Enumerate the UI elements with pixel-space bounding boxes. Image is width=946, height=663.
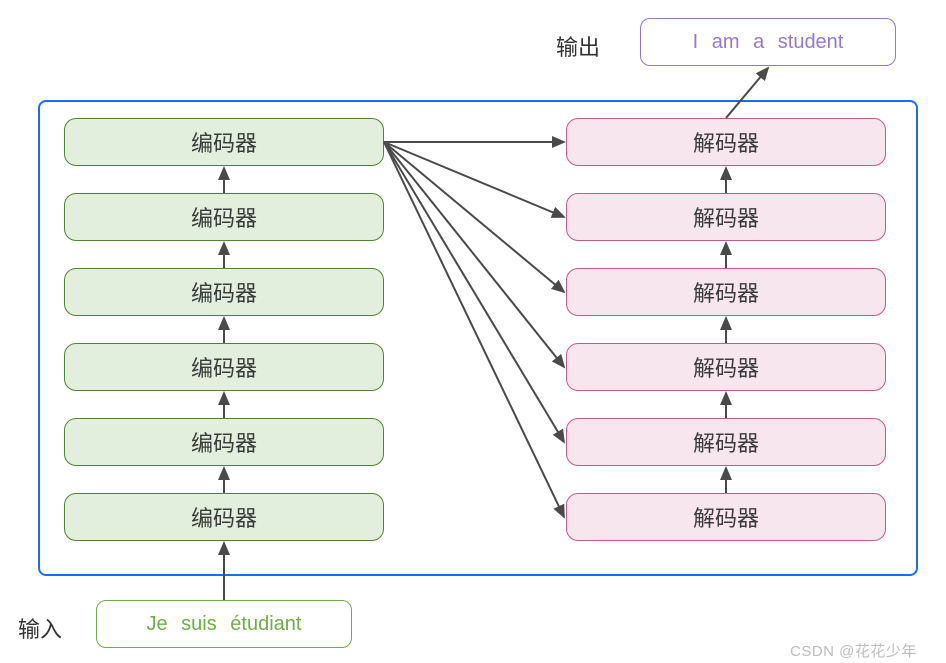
diagram-canvas: 输出 I am a student 输入 Je suis étudiant 编码… (0, 0, 946, 663)
decoder-block-label: 解码器 (693, 501, 759, 533)
decoder-block: 解码器 (566, 268, 886, 316)
input-box: Je suis étudiant (96, 600, 352, 648)
decoder-block: 解码器 (566, 118, 886, 166)
encoder-block-label: 编码器 (191, 126, 257, 158)
encoder-block: 编码器 (64, 418, 384, 466)
decoder-block: 解码器 (566, 193, 886, 241)
decoder-block-label: 解码器 (693, 201, 759, 233)
decoder-block-label: 解码器 (693, 351, 759, 383)
decoder-block-label: 解码器 (693, 126, 759, 158)
input-label: 输入 (18, 612, 62, 644)
encoder-block-label: 编码器 (191, 426, 257, 458)
encoder-block: 编码器 (64, 193, 384, 241)
encoder-block: 编码器 (64, 118, 384, 166)
encoder-block: 编码器 (64, 268, 384, 316)
encoder-block: 编码器 (64, 343, 384, 391)
encoder-block-label: 编码器 (191, 501, 257, 533)
input-text: Je suis étudiant (147, 613, 302, 636)
output-label: 输出 (556, 30, 600, 62)
decoder-block: 解码器 (566, 493, 886, 541)
decoder-block-label: 解码器 (693, 426, 759, 458)
encoder-block-label: 编码器 (191, 201, 257, 233)
decoder-block: 解码器 (566, 343, 886, 391)
watermark: CSDN @花花少年 (790, 640, 917, 661)
decoder-block-label: 解码器 (693, 276, 759, 308)
encoder-block-label: 编码器 (191, 276, 257, 308)
output-text: I am a student (693, 31, 844, 54)
output-box: I am a student (640, 18, 896, 66)
encoder-block: 编码器 (64, 493, 384, 541)
encoder-block-label: 编码器 (191, 351, 257, 383)
decoder-block: 解码器 (566, 418, 886, 466)
